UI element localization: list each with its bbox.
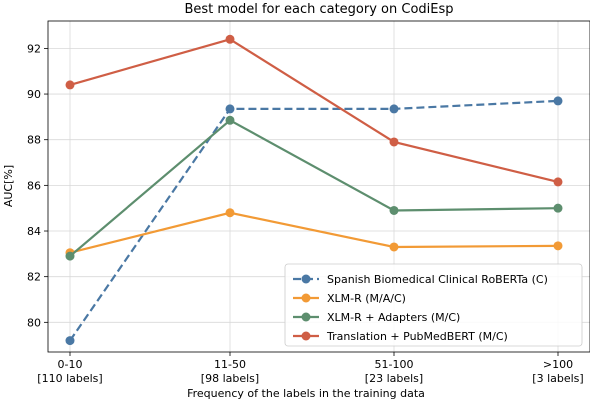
data-point — [389, 137, 399, 147]
y-tick-label: 82 — [27, 271, 41, 284]
data-point — [553, 177, 563, 187]
y-tick-label: 88 — [27, 134, 41, 147]
data-point — [225, 34, 235, 44]
series-line — [69, 99, 559, 342]
data-point — [389, 104, 399, 114]
series-line — [69, 38, 559, 184]
data-point — [389, 205, 399, 215]
series-line — [69, 118, 559, 257]
x-tick-label: 0-10 — [58, 358, 83, 371]
data-point — [65, 251, 75, 261]
legend-swatch-marker — [301, 312, 311, 322]
legend-box — [284, 263, 583, 347]
data-point — [553, 241, 563, 251]
series-group — [65, 34, 563, 346]
y-tick-label: 92 — [27, 42, 41, 55]
x-tick-sublabel: [110 labels] — [37, 372, 102, 385]
series-1 — [65, 96, 563, 346]
legend-swatch-marker — [301, 293, 311, 303]
x-tick-label: 11-50 — [214, 358, 246, 371]
x-tick-sublabel: [3 labels] — [532, 372, 583, 385]
x-tick-label: >100 — [543, 358, 573, 371]
x-tick-label: 51-100 — [375, 358, 414, 371]
legend-label: Spanish Biomedical Clinical RoBERTa (C) — [327, 273, 548, 286]
data-point — [553, 203, 563, 213]
series-line — [69, 211, 559, 254]
data-point — [225, 115, 235, 125]
series-4 — [65, 34, 563, 187]
data-point — [65, 336, 75, 346]
x-axis: 0-10[110 labels] 11-50[98 labels] 51-100[2… — [37, 352, 584, 385]
x-axis-label: Frequency of the labels in the training … — [187, 387, 425, 400]
data-point — [225, 104, 235, 114]
y-tick-label: 80 — [27, 316, 41, 329]
x-tick-sublabel: [98 labels] — [201, 372, 259, 385]
legend-label: XLM-R (M/A/C) — [327, 292, 406, 305]
plot-frame — [47, 20, 590, 353]
data-point — [65, 80, 75, 90]
y-tick-label: 86 — [27, 179, 41, 192]
data-point — [553, 96, 563, 106]
series-3 — [65, 115, 563, 261]
legend-swatch-marker — [301, 331, 311, 341]
y-tick-label: 90 — [27, 88, 41, 101]
data-point — [389, 242, 399, 252]
y-axis: 80 82 84 86 88 90 92 — [27, 42, 48, 329]
chart-title: Best model for each category on CodiEsp — [184, 2, 453, 17]
legend-swatch-marker — [301, 274, 311, 284]
y-tick-label: 84 — [27, 225, 41, 238]
series-2 — [65, 208, 563, 258]
legend-label: XLM-R + Adapters (M/C) — [327, 311, 460, 324]
data-point — [225, 208, 235, 218]
legend: Spanish Biomedical Clinical RoBERTa (C) X… — [284, 263, 583, 347]
x-tick-sublabel: [23 labels] — [365, 372, 423, 385]
legend-label: Translation + PubMedBERT (M/C) — [326, 330, 508, 343]
y-axis-label: AUC[%] — [2, 165, 15, 207]
